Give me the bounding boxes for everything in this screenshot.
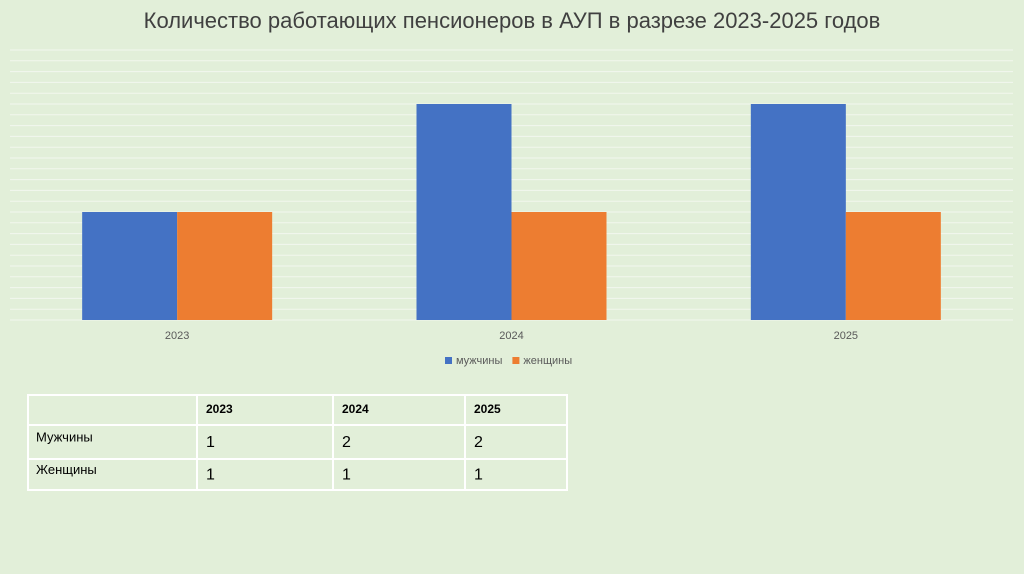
table-value: 1 [206, 467, 215, 484]
table-header: 2025 [474, 402, 501, 416]
row-label: Мужчины [36, 429, 93, 444]
chart-title: Количество работающих пенсионеров в АУП … [144, 8, 881, 33]
bar [177, 212, 273, 320]
table-cell [196, 424, 334, 460]
bar [845, 212, 941, 320]
bar [511, 212, 607, 320]
legend-swatch [512, 357, 520, 364]
table-value: 1 [474, 467, 483, 484]
row-label: Женщины [36, 462, 97, 477]
x-tick-label: 2025 [834, 330, 858, 342]
legend-swatch [445, 357, 452, 364]
x-tick-label: 2024 [499, 330, 523, 342]
table-cell [332, 424, 466, 460]
table-value: 2 [474, 434, 483, 451]
table-cell [332, 458, 466, 491]
table-header: 2024 [342, 402, 369, 416]
table-cell [27, 394, 198, 426]
table-value: 2 [342, 434, 351, 451]
table-value: 1 [342, 467, 351, 484]
table-value: 1 [206, 434, 215, 451]
table-cell [464, 458, 568, 491]
legend-label: мужчины [456, 355, 502, 367]
table-header: 2023 [206, 402, 233, 416]
table-cell [196, 458, 334, 491]
bar [82, 212, 178, 320]
x-tick-label: 2023 [165, 330, 189, 342]
legend-label: женщины [523, 355, 572, 367]
bar [416, 104, 512, 320]
bar [750, 104, 846, 320]
